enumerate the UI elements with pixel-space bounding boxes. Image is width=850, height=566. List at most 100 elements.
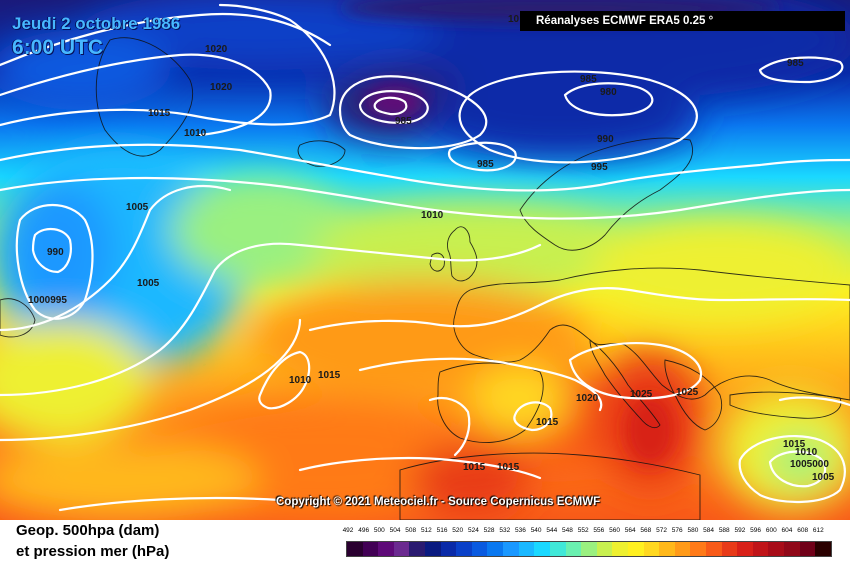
pressure-label: 995 [591, 162, 608, 173]
legend-swatch [440, 542, 457, 556]
legend-tick-label: 596 [750, 527, 762, 534]
legend-swatch [487, 542, 504, 556]
pressure-label: 990 [47, 247, 64, 258]
legend-tick-label: 584 [703, 527, 715, 534]
legend-tick-label: 564 [624, 527, 636, 534]
pressure-label: 985 [477, 159, 494, 170]
pressure-label: 1010 [795, 447, 818, 458]
legend-swatch [815, 542, 831, 556]
legend-swatch [690, 542, 707, 556]
pressure-label: 1020 [210, 82, 233, 93]
legend-tick-label: 560 [609, 527, 620, 534]
legend-title-geopotential: Geop. 500hpa (dam) [16, 522, 160, 539]
legend-swatch [409, 542, 426, 556]
legend-tick-label: 500 [373, 527, 385, 534]
legend-tick-label: 604 [781, 527, 793, 534]
legend-tick-label: 492 [342, 527, 354, 534]
legend-tick-label: 552 [577, 527, 589, 534]
legend-swatch [518, 542, 535, 556]
color-scale-legend: 492 496 500 504 508 512 516 520 524 528 532 536 540 5… [342, 527, 832, 561]
pressure-label: 1015 [463, 462, 486, 473]
pressure-label: 985 [580, 74, 597, 85]
legend-tick-label: 524 [467, 527, 479, 534]
legend-swatch [393, 542, 410, 556]
legend-swatch [674, 542, 691, 556]
pressure-label: 1005 [137, 278, 160, 289]
pressure-label: 1005 [812, 472, 835, 483]
legend-tick-label: 536 [515, 527, 526, 534]
legend-tick-label: 508 [405, 527, 417, 534]
pressure-label: 990 [597, 134, 614, 145]
pressure-label: 985 [395, 116, 412, 127]
legend-swatch [378, 542, 394, 556]
legend-swatch [534, 542, 550, 556]
weather-map: 1020 1020 1015 1010 985 985 980 990 995 … [0, 0, 850, 520]
legend-swatch [784, 542, 800, 556]
legend-tick-label: 568 [640, 527, 652, 534]
legend-tick-label: 548 [562, 527, 573, 534]
map-date: Jeudi 2 octobre 1986 [12, 14, 181, 33]
pressure-label: 1010 [184, 128, 207, 139]
pressure-label: 1025 [630, 389, 653, 400]
source-label: Réanalyses ECMWF ERA5 0.25 ° [520, 11, 845, 31]
pressure-label: 1020 [205, 44, 228, 55]
pressure-label: 1025 [676, 387, 699, 398]
legend-title-pressure: et pression mer (hPa) [16, 543, 170, 560]
pressure-label: 1005 [126, 202, 149, 213]
legend-bar [346, 541, 832, 557]
pressure-label: 1005000 [790, 459, 829, 470]
legend-swatch [362, 542, 379, 556]
legend-swatch [706, 542, 722, 556]
legend-swatch [612, 542, 628, 556]
legend-tick-label: 532 [499, 527, 511, 534]
legend-tick-label: 504 [389, 527, 401, 534]
legend-swatch [737, 542, 753, 556]
legend-tick-label: 576 [671, 527, 683, 534]
legend-swatch [425, 542, 441, 556]
legend-swatch [768, 542, 785, 556]
legend-swatch [659, 542, 675, 556]
legend-swatch [456, 542, 472, 556]
legend-tick-label: 572 [656, 527, 667, 534]
legend-tick-label: 588 [718, 527, 730, 534]
legend-tick-label: 520 [452, 527, 464, 534]
legend-tick-label: 608 [797, 527, 809, 534]
legend-tick-label: 556 [593, 527, 605, 534]
legend-swatch [503, 542, 519, 556]
legend-swatch [347, 542, 363, 556]
pressure-label: 1015 [536, 417, 559, 428]
legend-swatch [643, 542, 660, 556]
legend-swatch [799, 542, 816, 556]
legend-swatch [549, 542, 566, 556]
pressure-label: 1015 [148, 108, 171, 119]
pressure-label: 980 [600, 87, 617, 98]
legend-tick-label: 516 [436, 527, 448, 534]
legend-tick-label: 600 [765, 527, 777, 534]
legend-swatch [752, 542, 769, 556]
legend-swatch [471, 542, 488, 556]
legend-swatch [581, 542, 597, 556]
pressure-label: 1020 [576, 393, 599, 404]
pressure-label: 10 [508, 14, 520, 25]
pressure-label: 1015 [497, 462, 520, 473]
pressure-label: 1010 [289, 375, 312, 386]
legend-swatch [627, 542, 644, 556]
map-time: 6:00 UTC [12, 36, 104, 59]
legend-tick-label: 540 [530, 527, 542, 534]
legend-tick-label: 528 [483, 527, 495, 534]
legend-tick-label: 496 [358, 527, 370, 534]
legend-tick-label: 544 [546, 527, 558, 534]
pressure-label: 1010 [421, 210, 444, 221]
legend-swatch [596, 542, 613, 556]
legend-tick-label: 612 [812, 527, 824, 534]
copyright-notice: Copyright © 2021 Meteociel.fr - Source C… [276, 496, 601, 508]
legend-swatch [565, 542, 582, 556]
pressure-label: 1015 [783, 439, 806, 450]
legend-tick-label: 592 [734, 527, 746, 534]
pressure-label: 985 [787, 58, 804, 69]
pressure-label: 1015 [318, 370, 341, 381]
pressure-label: 1000995 [28, 295, 67, 306]
legend-swatch [721, 542, 738, 556]
legend-ticks: 492 496 500 504 508 512 516 520 524 528 532 536 540 5… [342, 527, 832, 539]
